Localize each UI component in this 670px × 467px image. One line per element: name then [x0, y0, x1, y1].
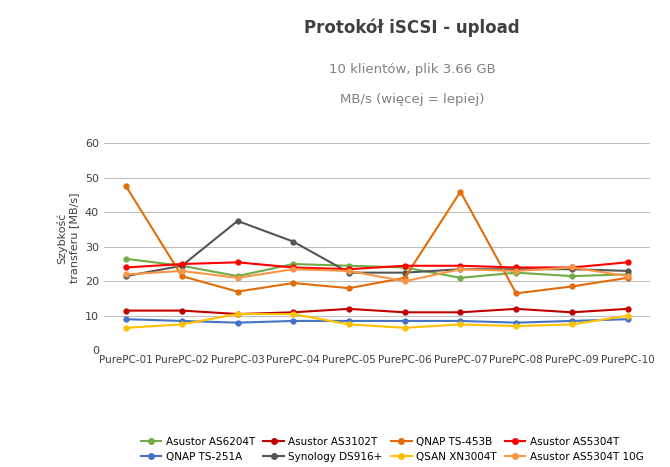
Text: Protokół iSCSI - upload: Protokół iSCSI - upload — [304, 19, 520, 37]
QNAP TS-251A — [289, 318, 297, 324]
Asustor AS3102T — [568, 310, 576, 315]
QNAP TS-251A — [456, 318, 464, 324]
QNAP TS-251A — [568, 318, 576, 324]
Asustor AS5304T — [568, 265, 576, 270]
Asustor AS6204T — [122, 256, 130, 262]
QSAN XN3004T — [345, 322, 353, 327]
Line: QNAP TS-453B: QNAP TS-453B — [124, 184, 630, 296]
QNAP TS-453B — [122, 184, 130, 189]
Asustor AS6204T — [289, 261, 297, 267]
Asustor AS5304T 10G — [345, 268, 353, 274]
Synology DS916+ — [456, 266, 464, 272]
Text: 10 klientów, plik 3.66 GB: 10 klientów, plik 3.66 GB — [329, 63, 495, 76]
QNAP TS-251A — [401, 318, 409, 324]
Synology DS916+ — [289, 239, 297, 244]
Asustor AS3102T — [178, 308, 186, 313]
Line: QNAP TS-251A: QNAP TS-251A — [124, 317, 630, 325]
Line: Asustor AS5304T: Asustor AS5304T — [124, 260, 630, 272]
Asustor AS6204T — [345, 263, 353, 269]
Asustor AS5304T — [234, 260, 242, 265]
QSAN XN3004T — [512, 323, 520, 329]
Asustor AS5304T — [624, 260, 632, 265]
Asustor AS5304T — [289, 265, 297, 270]
QNAP TS-251A — [178, 318, 186, 324]
Asustor AS6204T — [512, 270, 520, 276]
Asustor AS5304T 10G — [234, 275, 242, 281]
QNAP TS-453B — [289, 280, 297, 286]
Asustor AS5304T 10G — [568, 265, 576, 270]
Asustor AS6204T — [568, 273, 576, 279]
Asustor AS3102T — [345, 306, 353, 311]
Asustor AS3102T — [289, 310, 297, 315]
Asustor AS5304T — [512, 265, 520, 270]
Asustor AS5304T 10G — [624, 273, 632, 279]
QNAP TS-453B — [456, 189, 464, 194]
Asustor AS3102T — [512, 306, 520, 311]
Synology DS916+ — [624, 268, 632, 274]
QNAP TS-453B — [512, 290, 520, 296]
Asustor AS6204T — [456, 275, 464, 281]
QNAP TS-453B — [234, 289, 242, 294]
Asustor AS3102T — [234, 311, 242, 317]
QNAP TS-453B — [401, 275, 409, 281]
Synology DS916+ — [234, 218, 242, 224]
QSAN XN3004T — [178, 322, 186, 327]
Asustor AS3102T — [624, 306, 632, 311]
Asustor AS5304T 10G — [122, 272, 130, 277]
Synology DS916+ — [512, 266, 520, 272]
Text: MB/s (więcej = lepiej): MB/s (więcej = lepiej) — [340, 93, 484, 106]
Asustor AS6204T — [624, 272, 632, 277]
QNAP TS-453B — [568, 283, 576, 289]
Asustor AS6204T — [401, 265, 409, 270]
Asustor AS5304T 10G — [401, 278, 409, 284]
QNAP TS-251A — [345, 318, 353, 324]
Line: Asustor AS6204T: Asustor AS6204T — [124, 256, 630, 280]
QSAN XN3004T — [456, 322, 464, 327]
QSAN XN3004T — [568, 322, 576, 327]
QSAN XN3004T — [234, 311, 242, 317]
Y-axis label: Szybkość
transferu [MB/s]: Szybkość transferu [MB/s] — [57, 193, 79, 283]
QNAP TS-251A — [122, 317, 130, 322]
QNAP TS-453B — [178, 273, 186, 279]
QNAP TS-251A — [512, 320, 520, 325]
Legend: Asustor AS6204T, QNAP TS-251A, Asustor AS3102T, Synology DS916+, QNAP TS-453B, Q: Asustor AS6204T, QNAP TS-251A, Asustor A… — [141, 437, 643, 462]
Asustor AS5304T — [401, 263, 409, 269]
Asustor AS5304T — [178, 261, 186, 267]
QSAN XN3004T — [401, 325, 409, 331]
QNAP TS-453B — [345, 285, 353, 291]
Asustor AS5304T 10G — [456, 266, 464, 272]
Line: Asustor AS3102T: Asustor AS3102T — [124, 306, 630, 317]
Asustor AS5304T — [122, 265, 130, 270]
Asustor AS3102T — [122, 308, 130, 313]
Asustor AS5304T — [345, 266, 353, 272]
QSAN XN3004T — [624, 313, 632, 318]
Line: Asustor AS5304T 10G: Asustor AS5304T 10G — [124, 265, 630, 284]
Asustor AS5304T 10G — [178, 268, 186, 274]
QSAN XN3004T — [122, 325, 130, 331]
Line: Synology DS916+: Synology DS916+ — [124, 219, 630, 278]
Synology DS916+ — [568, 266, 576, 272]
Asustor AS5304T 10G — [289, 266, 297, 272]
QNAP TS-251A — [624, 317, 632, 322]
Synology DS916+ — [345, 270, 353, 276]
Asustor AS6204T — [234, 273, 242, 279]
Synology DS916+ — [122, 273, 130, 279]
Asustor AS5304T 10G — [512, 268, 520, 274]
Asustor AS5304T — [456, 263, 464, 269]
Asustor AS3102T — [456, 310, 464, 315]
QNAP TS-251A — [234, 320, 242, 325]
QSAN XN3004T — [289, 311, 297, 317]
Line: QSAN XN3004T: QSAN XN3004T — [124, 311, 630, 330]
Synology DS916+ — [401, 270, 409, 276]
Synology DS916+ — [178, 263, 186, 269]
Asustor AS6204T — [178, 263, 186, 269]
Asustor AS3102T — [401, 310, 409, 315]
QNAP TS-453B — [624, 275, 632, 281]
